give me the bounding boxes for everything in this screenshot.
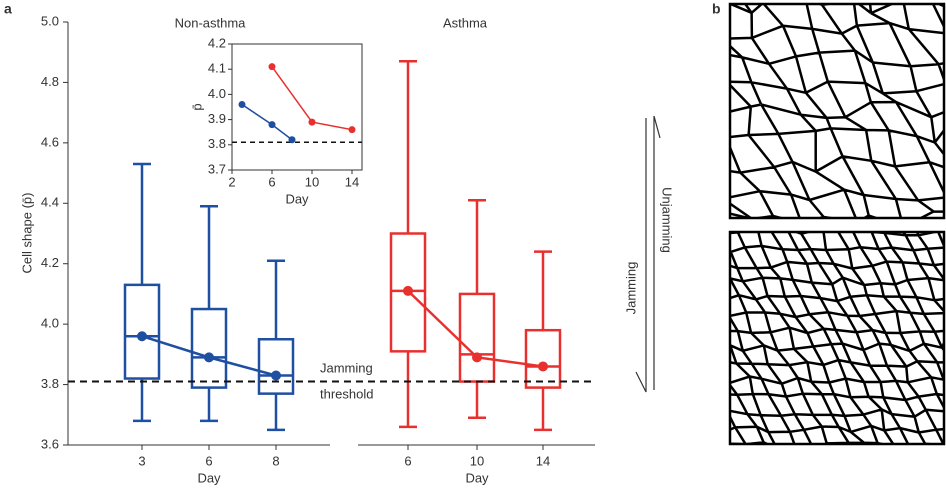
y-tick-label: 4.2 (41, 255, 59, 270)
x-tick-label: 14 (345, 174, 359, 189)
cell-edges (730, 4, 944, 218)
group-label: Asthma (443, 15, 488, 30)
y-tick-label: 4.4 (41, 195, 59, 210)
x-tick-label: 10 (470, 453, 484, 468)
x-axis-label: Day (285, 191, 309, 206)
y-tick-label: 3.9 (208, 111, 226, 126)
y-axis-label: Cell shape (p̄) (19, 193, 34, 274)
jamming-arrows (635, 115, 661, 393)
point (238, 100, 246, 108)
x-tick-label: 3 (138, 453, 145, 468)
mean-point (204, 352, 214, 363)
point (308, 118, 316, 126)
y-tick-label: 5.0 (41, 13, 59, 28)
y-tick-label: 4.8 (41, 74, 59, 89)
point (348, 126, 356, 134)
x-tick-label: 14 (536, 453, 550, 468)
point (288, 136, 296, 144)
mean-point (271, 370, 281, 381)
mean-point (472, 352, 482, 363)
point (268, 63, 276, 71)
box (190, 307, 228, 389)
mean-point (137, 331, 147, 342)
y-tick-label: 3.7 (208, 161, 226, 176)
y-tick-label: 4.0 (208, 86, 226, 101)
x-tick-label: 6 (205, 453, 212, 468)
y-tick-label: 4.6 (41, 134, 59, 149)
y-tick-label: 4.2 (208, 35, 226, 50)
arrow (653, 115, 661, 390)
x-tick-label: 2 (228, 174, 235, 189)
y-tick-label: 4.1 (208, 61, 226, 76)
y-axis-label: p̄ (189, 103, 204, 110)
panel-label: a (4, 1, 12, 17)
cell-mesh (730, 4, 944, 218)
box (389, 232, 427, 353)
y-tick-label: 3.8 (208, 136, 226, 151)
threshold-label: threshold (320, 386, 373, 401)
x-tick-label: 6 (404, 453, 411, 468)
cell-mesh (730, 232, 944, 444)
arrow-label: Unjamming (660, 187, 675, 253)
arrow (635, 118, 647, 393)
point (268, 121, 276, 129)
box (458, 292, 496, 383)
mean-point (403, 285, 413, 296)
y-tick-label: 3.8 (41, 376, 59, 391)
mean-point (538, 361, 548, 372)
arrow-label: Jamming (623, 262, 638, 315)
x-tick-label: 6 (268, 174, 275, 189)
box (524, 328, 562, 389)
y-tick-label: 3.6 (41, 436, 59, 451)
cell-edges (730, 232, 944, 444)
x-axis-label: Day (197, 470, 221, 485)
panel-label: b (712, 1, 721, 17)
x-tick-label: 8 (272, 453, 279, 468)
x-axis-label: Day (465, 470, 489, 485)
x-tick-label: 10 (305, 174, 319, 189)
box (123, 283, 161, 380)
threshold-label: Jamming (320, 360, 373, 375)
inset-frame (231, 43, 363, 171)
group-label: Non-asthma (175, 15, 247, 30)
series-line (241, 103, 293, 141)
box (257, 338, 295, 395)
y-tick-label: 4.0 (41, 316, 59, 331)
